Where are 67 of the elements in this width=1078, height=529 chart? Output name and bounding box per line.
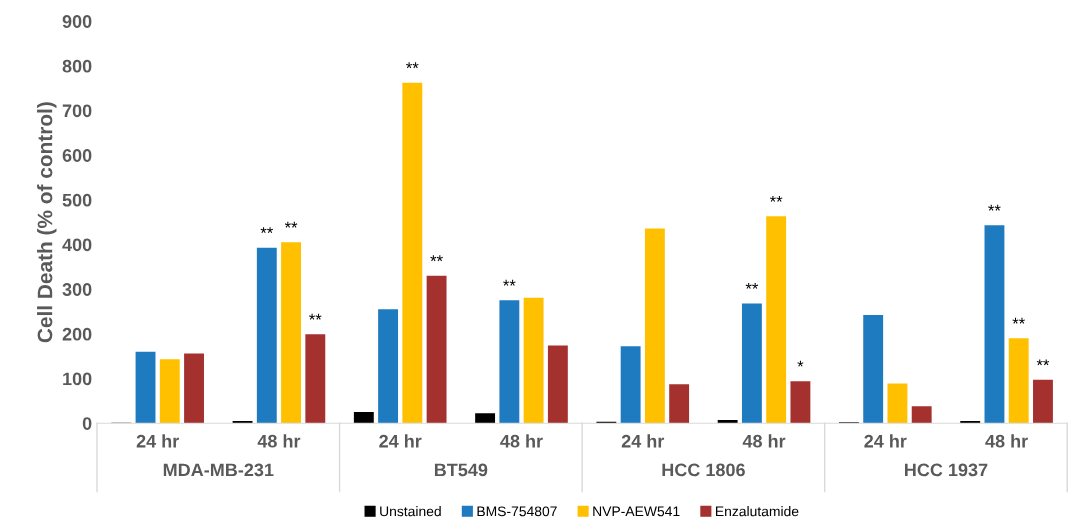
x-tick-label: 48 hr bbox=[742, 434, 786, 448]
data-label: ** bbox=[260, 227, 274, 234]
bar bbox=[790, 381, 811, 424]
y-axis-title: Cell Death (% of control) bbox=[37, 102, 57, 343]
text: MDA-MB-231 bbox=[163, 463, 274, 477]
bar bbox=[353, 412, 374, 424]
y-tick-label: 900 bbox=[62, 15, 92, 28]
data-label: ** bbox=[309, 313, 322, 320]
data-label: ** bbox=[406, 62, 419, 69]
bar bbox=[960, 420, 981, 424]
y-tick-label: 700 bbox=[62, 104, 92, 118]
data-label: ** bbox=[988, 204, 1001, 211]
bar bbox=[620, 346, 641, 424]
bar bbox=[402, 82, 423, 424]
y-tick-label: 100 bbox=[63, 372, 92, 386]
data-label: ** bbox=[769, 195, 783, 202]
x-tick-label: 48 hr bbox=[257, 434, 301, 448]
bar bbox=[426, 275, 447, 424]
text: HCC 1937 bbox=[905, 463, 988, 477]
legend-label: NVP-AEW541 bbox=[593, 506, 680, 517]
bar bbox=[256, 247, 277, 424]
bar bbox=[499, 300, 520, 424]
text: BT549 bbox=[434, 463, 488, 477]
data-label: ** bbox=[745, 283, 759, 289]
bar bbox=[159, 359, 180, 424]
y-tick-label: 400 bbox=[62, 238, 92, 252]
bar bbox=[475, 413, 496, 424]
data-label: ** bbox=[1012, 317, 1025, 324]
data-label: ** bbox=[1036, 359, 1050, 366]
bar bbox=[184, 353, 204, 424]
data-label: ** bbox=[284, 221, 298, 228]
bar bbox=[766, 216, 787, 424]
data-label: ** bbox=[430, 255, 443, 262]
bar bbox=[669, 384, 690, 424]
x-tick-label: 24 hr bbox=[136, 434, 179, 448]
bar bbox=[1008, 338, 1029, 424]
bar bbox=[911, 406, 932, 424]
bar bbox=[644, 228, 665, 424]
legend-label: Unstained bbox=[380, 506, 441, 517]
text: HCC 1806 bbox=[662, 463, 745, 477]
y-tick-label: 0 bbox=[82, 417, 92, 430]
bar bbox=[547, 345, 568, 424]
data-label: * bbox=[797, 360, 804, 367]
bar bbox=[378, 309, 399, 424]
y-tick-label: 800 bbox=[62, 59, 92, 73]
y-tick-label: 200 bbox=[62, 327, 92, 341]
legend-label: BMS-754807 bbox=[477, 506, 557, 517]
data-label: ** bbox=[503, 279, 516, 286]
bar bbox=[863, 315, 884, 424]
bar bbox=[741, 303, 762, 424]
bar bbox=[281, 242, 301, 424]
y-tick-label: 500 bbox=[62, 193, 92, 207]
x-tick-label: 48 hr bbox=[985, 434, 1028, 448]
bar bbox=[305, 334, 326, 424]
x-tick-label: 24 hr bbox=[621, 434, 665, 448]
y-tick-label: 600 bbox=[62, 149, 92, 162]
bar bbox=[984, 225, 1005, 424]
x-tick-label: 24 hr bbox=[864, 434, 907, 448]
bar bbox=[717, 420, 738, 424]
bar bbox=[887, 383, 908, 424]
x-tick-label: 48 hr bbox=[500, 434, 543, 448]
y-tick-label: 300 bbox=[62, 283, 92, 296]
bar bbox=[135, 351, 156, 424]
legend-label: Enzalutamide bbox=[716, 506, 799, 517]
bar bbox=[1033, 379, 1053, 424]
bar bbox=[523, 297, 544, 424]
x-tick-label: 24 hr bbox=[379, 434, 422, 448]
